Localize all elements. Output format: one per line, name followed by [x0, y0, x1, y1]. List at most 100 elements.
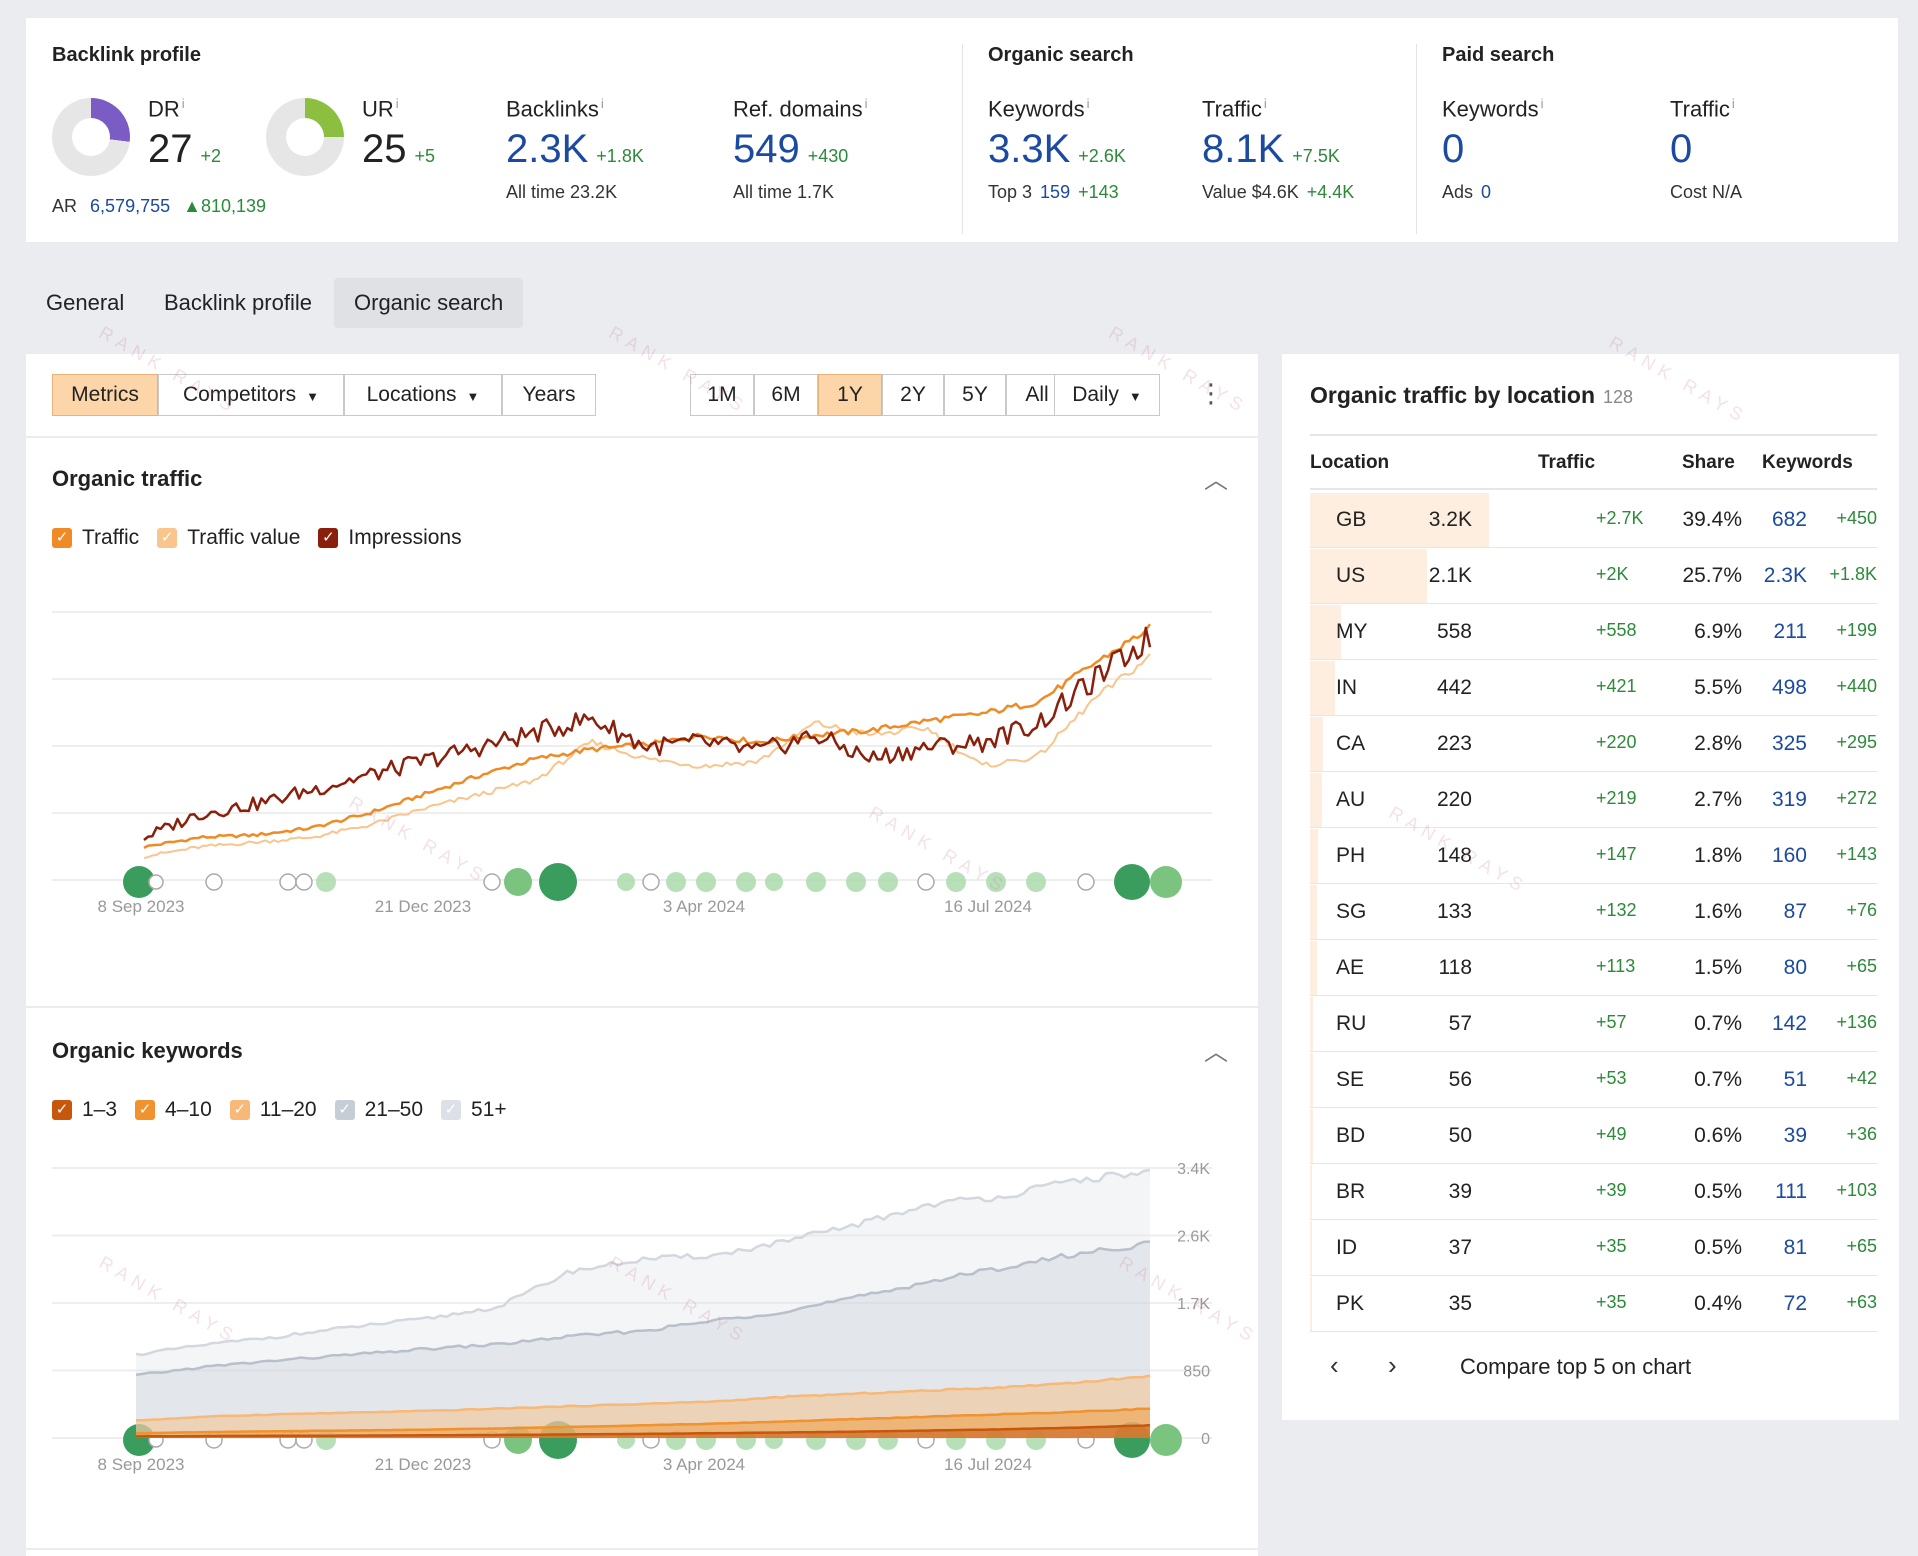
- competitors-dropdown[interactable]: Competitors ▼: [158, 374, 344, 416]
- more-options-icon[interactable]: ⋮: [1198, 378, 1224, 408]
- info-icon[interactable]: i: [864, 96, 868, 111]
- info-icon[interactable]: i: [600, 96, 604, 111]
- annotation-marker-icon[interactable]: [878, 872, 898, 892]
- dr-metric[interactable]: DR i 27 +2: [148, 96, 221, 176]
- location-cell[interactable]: IN: [1336, 676, 1357, 699]
- annotation-marker-icon[interactable]: [279, 873, 297, 891]
- tab-general[interactable]: General: [46, 290, 125, 315]
- annotation-marker-icon[interactable]: [1077, 873, 1095, 891]
- table-row[interactable]: PH 148 1.8% 160 +143 +147: [1310, 828, 1877, 884]
- legend-kw-0[interactable]: ✓ 1–3: [52, 1098, 117, 1122]
- legend-kw-4[interactable]: ✓ 51+: [441, 1098, 507, 1122]
- annotation-marker-icon[interactable]: [765, 873, 783, 891]
- legend-traffic-value[interactable]: ✓ Traffic value: [157, 526, 300, 550]
- ref-domains-metric[interactable]: Ref. domains i 549 +430 All time 1.7K: [733, 96, 868, 203]
- info-icon[interactable]: i: [1731, 96, 1735, 111]
- annotation-marker-icon[interactable]: [539, 1421, 577, 1459]
- annotation-marker-icon[interactable]: [917, 873, 935, 891]
- location-cell[interactable]: SE: [1336, 1068, 1365, 1091]
- location-cell[interactable]: US: [1336, 564, 1366, 587]
- keywords-cell[interactable]: 142: [1771, 1012, 1807, 1035]
- info-icon[interactable]: i: [1263, 96, 1267, 111]
- legend-impressions[interactable]: ✓ Impressions: [318, 526, 462, 550]
- ref-domains-value[interactable]: 549: [733, 127, 800, 172]
- annotation-marker-icon[interactable]: [504, 868, 532, 896]
- table-row[interactable]: CA 223 2.8% 325 +295 +220: [1310, 716, 1877, 772]
- location-cell[interactable]: BD: [1336, 1124, 1366, 1147]
- keywords-cell[interactable]: 80: [1783, 956, 1807, 979]
- legend-kw-3[interactable]: ✓ 21–50: [334, 1098, 423, 1122]
- col-location[interactable]: Location: [1310, 452, 1390, 473]
- info-icon[interactable]: i: [395, 96, 399, 111]
- table-row[interactable]: RU 57 0.7% 142 +136 +57: [1310, 996, 1877, 1052]
- keywords-cell[interactable]: 81: [1783, 1236, 1807, 1259]
- table-row[interactable]: IN 442 5.5% 498 +440 +421: [1310, 660, 1877, 716]
- ar-value[interactable]: 6,579,755: [90, 196, 171, 216]
- annotation-marker-icon[interactable]: [123, 866, 155, 898]
- metrics-button[interactable]: Metrics: [52, 374, 158, 416]
- tab-organic-search[interactable]: Organic search: [334, 278, 524, 328]
- tab-backlink-profile[interactable]: Backlink profile: [164, 290, 312, 315]
- checkbox-checked-icon[interactable]: ✓: [52, 528, 72, 548]
- keywords-cell[interactable]: 325: [1771, 732, 1807, 755]
- organic-traffic-chart[interactable]: 8 Sep 2023 21 Dec 2023 3 Apr 2024 16 Jul 20…: [26, 604, 1258, 944]
- checkbox-checked-icon[interactable]: ✓: [52, 1100, 72, 1120]
- annotation-marker-icon[interactable]: [1114, 864, 1150, 900]
- paid-keywords-value[interactable]: 0: [1442, 127, 1465, 172]
- organic-keywords-chart[interactable]: 8 Sep 2023 21 Dec 2023 3 Apr 2024 16 Jul 20…: [26, 1154, 1258, 1494]
- keywords-cell[interactable]: 72: [1783, 1292, 1807, 1315]
- location-cell[interactable]: GB: [1336, 508, 1367, 531]
- keywords-cell[interactable]: 498: [1771, 676, 1807, 699]
- annotation-marker-icon[interactable]: [205, 873, 223, 891]
- years-button[interactable]: Years: [502, 374, 596, 416]
- annotation-marker-icon[interactable]: [736, 872, 756, 892]
- checkbox-checked-icon[interactable]: ✓: [157, 528, 178, 548]
- annotation-marker-icon[interactable]: [1026, 872, 1046, 892]
- table-row[interactable]: US 2.1K 25.7% 2.3K +1.8K +2K: [1310, 548, 1877, 604]
- keywords-cell[interactable]: 2.3K: [1763, 564, 1807, 587]
- table-row[interactable]: AE 118 1.5% 80 +65 +113: [1310, 940, 1877, 996]
- checkbox-checked-icon[interactable]: ✓: [135, 1100, 156, 1120]
- range-button-2y[interactable]: 2Y: [882, 374, 944, 416]
- annotation-marker-icon[interactable]: [986, 872, 1006, 892]
- keywords-cell[interactable]: 51: [1783, 1068, 1807, 1091]
- location-cell[interactable]: RU: [1336, 1012, 1367, 1035]
- location-cell[interactable]: AU: [1336, 788, 1366, 811]
- organic-keywords-value[interactable]: 3.3K: [988, 127, 1071, 172]
- range-button-6m[interactable]: 6M: [754, 374, 818, 416]
- keywords-cell[interactable]: 160: [1771, 844, 1807, 867]
- checkbox-checked-icon[interactable]: ✓: [334, 1100, 355, 1120]
- table-row[interactable]: SE 56 0.7% 51 +42 +53: [1310, 1052, 1877, 1108]
- collapse-chevron-icon[interactable]: ︿: [1204, 467, 1228, 494]
- ur-metric[interactable]: UR i 25 +5: [362, 96, 435, 176]
- info-icon[interactable]: i: [1540, 96, 1544, 111]
- range-button-1m[interactable]: 1M: [690, 374, 754, 416]
- series-line-impressions[interactable]: [143, 626, 1152, 841]
- col-traffic[interactable]: Traffic: [1538, 452, 1596, 473]
- range-button-5y[interactable]: 5Y: [944, 374, 1006, 416]
- annotation-marker-icon[interactable]: [666, 872, 686, 892]
- organic-keywords-metric[interactable]: Keywords i 3.3K +2.6K Top 3 159 +143: [988, 96, 1126, 203]
- annotation-marker-icon[interactable]: [617, 873, 635, 891]
- range-button-1y[interactable]: 1Y: [818, 374, 882, 416]
- ads-value[interactable]: 0: [1481, 182, 1492, 203]
- checkbox-checked-icon[interactable]: ✓: [318, 528, 339, 548]
- checkbox-checked-icon[interactable]: ✓: [229, 1100, 250, 1120]
- paid-traffic-metric[interactable]: Traffic i 0 Cost N/A: [1670, 96, 1742, 203]
- checkbox-checked-icon[interactable]: ✓: [441, 1100, 462, 1120]
- table-row[interactable]: ID 37 0.5% 81 +65 +35: [1310, 1220, 1877, 1276]
- location-cell[interactable]: CA: [1336, 732, 1366, 755]
- location-cell[interactable]: BR: [1336, 1180, 1366, 1203]
- table-row[interactable]: AU 220 2.7% 319 +272 +219: [1310, 772, 1877, 828]
- col-share[interactable]: Share: [1682, 452, 1735, 473]
- location-cell[interactable]: SG: [1336, 900, 1367, 923]
- legend-kw-2[interactable]: ✓ 11–20: [229, 1098, 317, 1122]
- keywords-cell[interactable]: 211: [1773, 620, 1807, 643]
- granularity-dropdown[interactable]: Daily ▼: [1054, 374, 1160, 416]
- annotation-marker-icon[interactable]: [295, 873, 313, 891]
- annotation-marker-icon[interactable]: [946, 872, 966, 892]
- series-line-traffic-value[interactable]: [143, 653, 1151, 859]
- collapse-chevron-icon[interactable]: ︿: [1204, 1039, 1228, 1066]
- location-cell[interactable]: PH: [1336, 844, 1366, 867]
- area-series-0[interactable]: [136, 1425, 1150, 1438]
